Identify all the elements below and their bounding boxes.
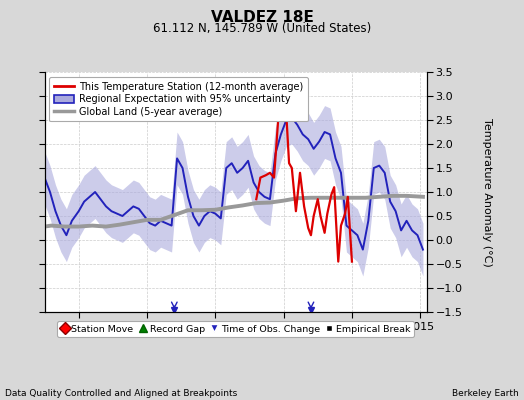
Text: Data Quality Controlled and Aligned at Breakpoints: Data Quality Controlled and Aligned at B… xyxy=(5,389,237,398)
Legend: Station Move, Record Gap, Time of Obs. Change, Empirical Break: Station Move, Record Gap, Time of Obs. C… xyxy=(57,321,414,337)
Text: VALDEZ 18E: VALDEZ 18E xyxy=(211,10,313,25)
Text: Berkeley Earth: Berkeley Earth xyxy=(452,389,519,398)
Y-axis label: Temperature Anomaly (°C): Temperature Anomaly (°C) xyxy=(482,118,492,266)
Text: 61.112 N, 145.789 W (United States): 61.112 N, 145.789 W (United States) xyxy=(153,22,371,35)
Legend: This Temperature Station (12-month average), Regional Expectation with 95% uncer: This Temperature Station (12-month avera… xyxy=(49,77,308,122)
